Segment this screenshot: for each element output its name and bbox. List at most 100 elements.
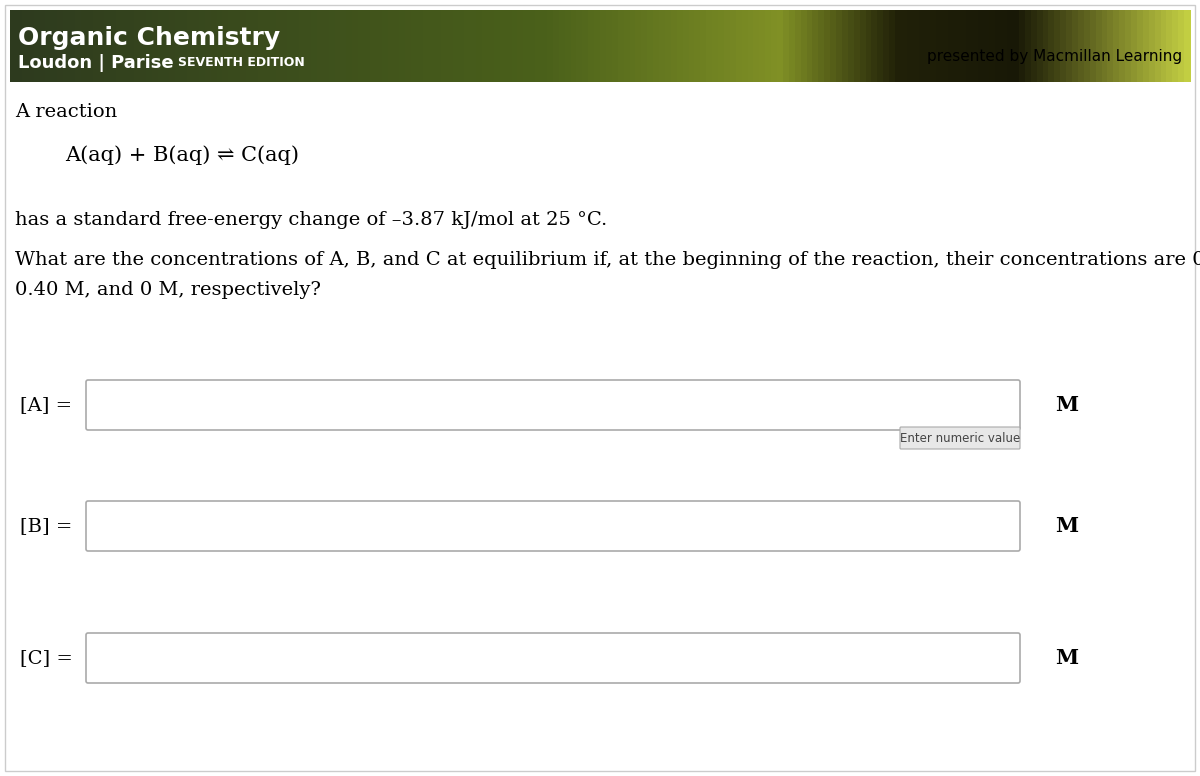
Bar — [276, 10, 282, 82]
Bar — [689, 10, 695, 82]
Bar — [718, 10, 725, 82]
Bar — [258, 10, 264, 82]
Bar — [305, 10, 312, 82]
Bar — [848, 10, 854, 82]
Bar — [889, 10, 895, 82]
Bar — [954, 10, 960, 82]
Bar — [748, 10, 754, 82]
Bar — [553, 10, 559, 82]
Text: has a standard free-energy change of –3.87 kJ/mol at 25 °C.: has a standard free-energy change of –3.… — [14, 211, 607, 229]
Bar — [358, 10, 365, 82]
Bar — [412, 10, 418, 82]
Bar — [424, 10, 430, 82]
Bar — [930, 10, 937, 82]
Bar — [282, 10, 288, 82]
Bar — [122, 10, 128, 82]
Bar — [434, 10, 442, 82]
Bar — [287, 10, 294, 82]
Bar — [58, 10, 64, 82]
Bar — [246, 10, 252, 82]
Bar — [706, 10, 713, 82]
Bar — [724, 10, 731, 82]
Bar — [1055, 10, 1061, 82]
Bar — [788, 10, 796, 82]
Bar — [547, 10, 553, 82]
Bar — [895, 10, 901, 82]
Bar — [794, 10, 802, 82]
Bar — [240, 10, 246, 82]
FancyBboxPatch shape — [86, 633, 1020, 683]
Bar — [865, 10, 872, 82]
Bar — [1007, 10, 1014, 82]
Bar — [630, 10, 636, 82]
Bar — [388, 10, 394, 82]
Bar — [806, 10, 812, 82]
Bar — [1154, 10, 1162, 82]
Bar — [612, 10, 618, 82]
Bar — [1090, 10, 1096, 82]
Bar — [74, 10, 82, 82]
Bar — [452, 10, 458, 82]
Bar — [907, 10, 913, 82]
Bar — [228, 10, 235, 82]
Bar — [901, 10, 907, 82]
Bar — [942, 10, 949, 82]
Bar — [517, 10, 524, 82]
Bar — [140, 10, 146, 82]
Bar — [10, 10, 17, 82]
Bar — [1049, 10, 1055, 82]
Bar — [1084, 10, 1091, 82]
Bar — [701, 10, 707, 82]
Bar — [511, 10, 518, 82]
Bar — [116, 10, 122, 82]
Bar — [1061, 10, 1067, 82]
Bar — [990, 10, 996, 82]
FancyBboxPatch shape — [86, 501, 1020, 551]
Bar — [193, 10, 199, 82]
Bar — [641, 10, 648, 82]
Text: A reaction: A reaction — [14, 103, 118, 121]
Bar — [594, 10, 600, 82]
Bar — [70, 10, 76, 82]
Text: presented by Macmillan Learning: presented by Macmillan Learning — [926, 50, 1182, 64]
Bar — [400, 10, 406, 82]
Bar — [329, 10, 335, 82]
Bar — [458, 10, 464, 82]
Bar — [317, 10, 323, 82]
Bar — [1184, 10, 1190, 82]
Bar — [169, 10, 175, 82]
Bar — [582, 10, 589, 82]
Bar — [972, 10, 978, 82]
Bar — [559, 10, 565, 82]
Bar — [175, 10, 181, 82]
Bar — [830, 10, 836, 82]
Bar — [570, 10, 577, 82]
Bar — [64, 10, 70, 82]
Bar — [104, 10, 110, 82]
Bar — [86, 10, 94, 82]
Bar — [482, 10, 488, 82]
Bar — [588, 10, 595, 82]
Bar — [936, 10, 943, 82]
Bar — [606, 10, 612, 82]
Bar — [1072, 10, 1079, 82]
Bar — [818, 10, 824, 82]
Bar — [1031, 10, 1037, 82]
Text: A(aq) + B(aq) ⇌ C(aq): A(aq) + B(aq) ⇌ C(aq) — [65, 145, 299, 165]
Text: M: M — [1055, 395, 1078, 415]
Bar — [216, 10, 223, 82]
Bar — [1019, 10, 1025, 82]
Bar — [505, 10, 512, 82]
Bar — [145, 10, 152, 82]
Bar — [924, 10, 931, 82]
Bar — [636, 10, 642, 82]
Bar — [754, 10, 760, 82]
Bar — [1114, 10, 1120, 82]
Bar — [16, 10, 23, 82]
Text: Enter numeric value: Enter numeric value — [900, 431, 1020, 445]
Bar — [742, 10, 748, 82]
Bar — [1013, 10, 1020, 82]
Bar — [46, 10, 52, 82]
Bar — [576, 10, 583, 82]
Bar — [34, 10, 40, 82]
